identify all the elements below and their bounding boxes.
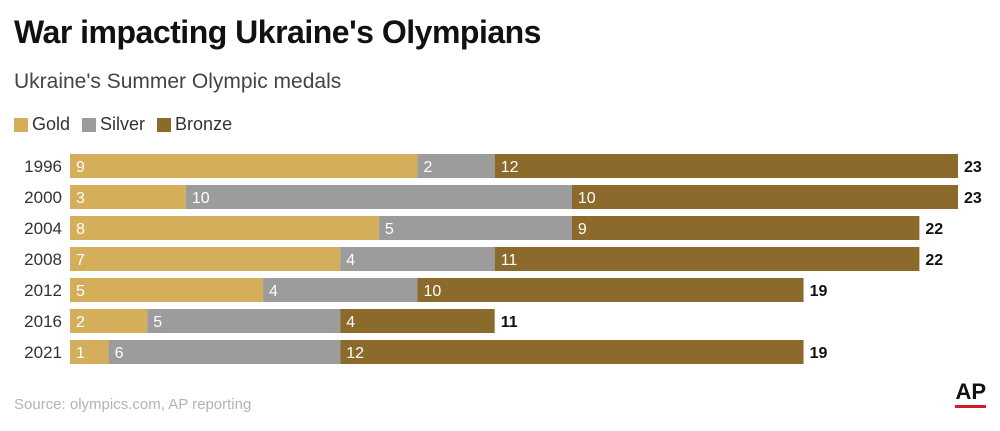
data-label-bronze-2004: 9 [578, 221, 587, 238]
bar-gold-2016 [70, 309, 148, 333]
data-label-bronze-2008: 11 [501, 252, 518, 269]
total-label-2012: 19 [810, 283, 828, 300]
category-label-2016: 2016 [24, 312, 62, 331]
bar-bronze-2000 [571, 185, 958, 209]
bar-bronze-2021 [340, 340, 804, 364]
data-label-bronze-2000: 10 [578, 190, 596, 207]
total-label-2008: 22 [925, 252, 943, 269]
bar-bronze-1996 [494, 154, 958, 178]
bar-gold-1996 [70, 154, 418, 178]
bar-silver-2004 [378, 216, 572, 240]
data-label-silver-2008: 4 [346, 252, 355, 269]
bar-bronze-2008 [494, 247, 920, 271]
bar-silver-2016 [147, 309, 341, 333]
bar-bronze-2016 [340, 309, 495, 333]
total-label-1996: 23 [964, 159, 982, 176]
legend: Gold Silver Bronze [14, 114, 236, 135]
data-label-gold-2016: 2 [76, 314, 85, 331]
legend-swatch-silver [82, 117, 97, 132]
data-label-silver-1996: 2 [423, 159, 432, 176]
data-label-gold-2008: 7 [76, 252, 85, 269]
data-label-silver-2000: 10 [192, 190, 210, 207]
bar-gold-2021 [70, 340, 109, 364]
legend-item-bronze: Bronze [157, 114, 232, 135]
data-label-silver-2012: 4 [269, 283, 278, 300]
bar-silver-2021 [108, 340, 341, 364]
legend-label-bronze: Bronze [175, 114, 233, 134]
data-label-bronze-2021: 12 [346, 345, 364, 362]
total-label-2004: 22 [925, 221, 943, 238]
category-label-2021: 2021 [24, 343, 62, 362]
data-label-gold-2004: 8 [76, 221, 85, 238]
legend-item-gold: Gold [14, 114, 70, 135]
bar-bronze-2004 [571, 216, 920, 240]
data-label-silver-2004: 5 [385, 221, 394, 238]
data-label-bronze-1996: 12 [501, 159, 519, 176]
bar-silver-1996 [417, 154, 495, 178]
chart-subtitle: Ukraine's Summer Olympic medals [14, 70, 342, 93]
bar-gold-2008 [70, 247, 341, 271]
category-label-2008: 2008 [24, 250, 62, 269]
category-label-2012: 2012 [24, 281, 62, 300]
chart-title: War impacting Ukraine's Olympians [14, 14, 541, 50]
legend-label-gold: Gold [32, 114, 71, 134]
total-label-2021: 19 [810, 345, 828, 362]
source-note: Source: olympics.com, AP reporting [14, 396, 252, 413]
data-label-gold-1996: 9 [76, 159, 85, 176]
category-label-1996: 1996 [24, 157, 62, 176]
category-label-2000: 2000 [24, 188, 62, 207]
legend-item-silver: Silver [82, 114, 145, 135]
ap-logo: AP [955, 380, 986, 408]
data-label-bronze-2012: 10 [423, 283, 441, 300]
category-label-2004: 2004 [24, 219, 62, 238]
data-label-silver-2021: 6 [115, 345, 124, 362]
legend-label-silver: Silver [100, 114, 146, 134]
legend-swatch-bronze [157, 117, 172, 132]
bar-gold-2004 [70, 216, 379, 240]
data-label-gold-2021: 1 [76, 345, 85, 362]
bar-gold-2012 [70, 278, 264, 302]
data-label-bronze-2016: 4 [346, 314, 355, 331]
bar-gold-2000 [70, 185, 186, 209]
bar-bronze-2012 [417, 278, 804, 302]
data-label-gold-2000: 3 [76, 190, 85, 207]
total-label-2000: 23 [964, 190, 982, 207]
data-label-silver-2016: 5 [153, 314, 162, 331]
legend-swatch-gold [14, 117, 28, 132]
total-label-2016: 11 [501, 314, 518, 331]
bar-silver-2008 [340, 247, 495, 271]
data-label-gold-2012: 5 [76, 283, 85, 300]
bar-silver-2012 [263, 278, 418, 302]
bar-silver-2000 [185, 185, 572, 209]
